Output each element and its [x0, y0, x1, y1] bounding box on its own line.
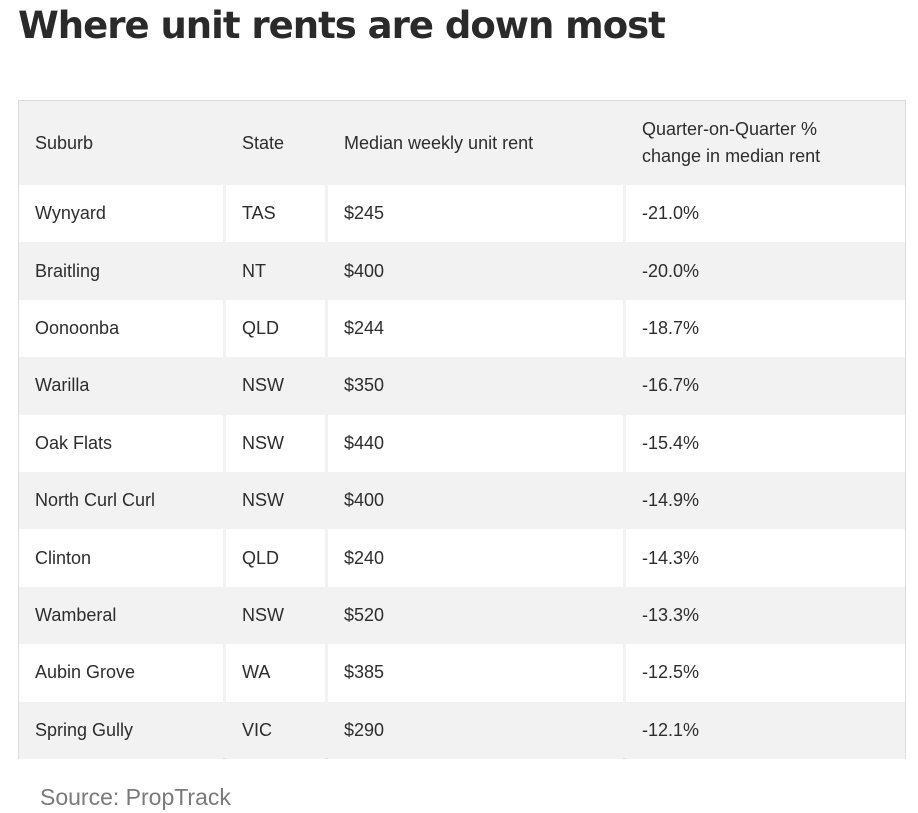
cell-state: VIC — [226, 701, 325, 759]
cell-change: -13.3% — [626, 586, 905, 645]
table-row: North Curl Curl NSW $400 -14.9% — [19, 471, 905, 530]
cell-change: -18.7% — [626, 299, 905, 358]
cell-rent: $400 — [328, 471, 623, 530]
table-row: Oonoonba QLD $244 -18.7% — [19, 299, 905, 358]
cell-change: -14.9% — [626, 471, 905, 530]
header-change-line2: change in median rent — [642, 146, 821, 166]
cell-suburb: Oonoonba — [19, 299, 223, 358]
table-row: Warilla NSW $350 -16.7% — [19, 357, 905, 415]
table-row: Clinton QLD $240 -14.3% — [19, 529, 905, 587]
table-row: Braitling NT $400 -20.0% — [19, 242, 905, 300]
cell-suburb: Oak Flats — [19, 414, 223, 472]
page-title: Where unit rents are down most — [18, 4, 666, 47]
cell-state: NSW — [226, 357, 325, 415]
cell-change: -21.0% — [626, 185, 905, 243]
source-credit: Source: PropTrack — [40, 784, 231, 810]
cell-rent: $350 — [328, 357, 623, 415]
rent-table-container: Suburb State Median weekly unit rent Qua… — [18, 100, 906, 759]
cell-change: -16.7% — [626, 357, 905, 415]
cell-rent: $385 — [328, 644, 623, 702]
table-row: Oak Flats NSW $440 -15.4% — [19, 414, 905, 472]
rent-table: Suburb State Median weekly unit rent Qua… — [16, 101, 908, 759]
table-header-row: Suburb State Median weekly unit rent Qua… — [19, 101, 905, 185]
cell-suburb: Aubin Grove — [19, 644, 223, 702]
cell-state: WA — [226, 644, 325, 702]
cell-change: -20.0% — [626, 242, 905, 300]
header-rent: Median weekly unit rent — [328, 101, 623, 185]
header-state: State — [226, 101, 325, 185]
cell-rent: $520 — [328, 586, 623, 645]
cell-rent: $400 — [328, 242, 623, 300]
cell-suburb: Wynyard — [19, 185, 223, 243]
table-row: Aubin Grove WA $385 -12.5% — [19, 644, 905, 702]
cell-suburb: Wamberal — [19, 586, 223, 645]
cell-change: -15.4% — [626, 414, 905, 472]
table-row: Spring Gully VIC $290 -12.1% — [19, 701, 905, 759]
cell-state: NSW — [226, 586, 325, 645]
header-change-line1: Quarter-on-Quarter % — [642, 119, 818, 139]
cell-rent: $290 — [328, 701, 623, 759]
cell-suburb: Braitling — [19, 242, 223, 300]
cell-state: NSW — [226, 471, 325, 530]
cell-rent: $245 — [328, 185, 623, 243]
cell-state: NT — [226, 242, 325, 300]
cell-suburb: Spring Gully — [19, 701, 223, 759]
cell-state: NSW — [226, 414, 325, 472]
cell-state: QLD — [226, 299, 325, 358]
table-row: Wamberal NSW $520 -13.3% — [19, 586, 905, 645]
cell-change: -12.1% — [626, 701, 905, 759]
cell-change: -14.3% — [626, 529, 905, 587]
table-row: Wynyard TAS $245 -21.0% — [19, 185, 905, 243]
cell-rent: $440 — [328, 414, 623, 472]
cell-suburb: Clinton — [19, 529, 223, 587]
cell-change: -12.5% — [626, 644, 905, 702]
cell-state: QLD — [226, 529, 325, 587]
header-change: Quarter-on-Quarter % change in median re… — [626, 101, 905, 185]
cell-rent: $240 — [328, 529, 623, 587]
cell-rent: $244 — [328, 299, 623, 358]
cell-suburb: North Curl Curl — [19, 471, 223, 530]
cell-suburb: Warilla — [19, 357, 223, 415]
header-suburb: Suburb — [19, 101, 223, 185]
cell-state: TAS — [226, 185, 325, 243]
